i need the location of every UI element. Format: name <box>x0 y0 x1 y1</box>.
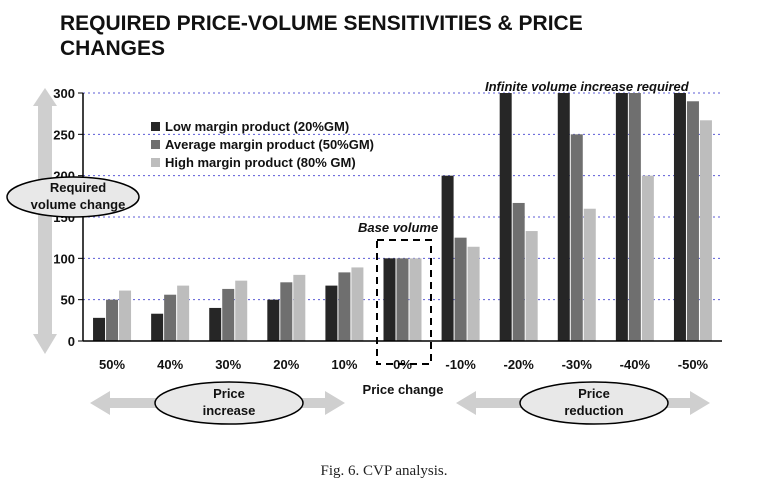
legend: Low margin product (20%GM) Average margi… <box>151 119 374 170</box>
bar-series-3-50% <box>119 290 132 341</box>
infinite-volume-annotation: Infinite volume increase required <box>485 79 690 94</box>
grid-lines <box>83 92 722 301</box>
bars <box>93 93 712 342</box>
legend-swatch-high <box>151 158 160 167</box>
x-tick-label: -50% <box>678 357 709 372</box>
x-tick-label: 40% <box>157 357 183 372</box>
bar-series-1-20% <box>267 299 280 341</box>
bar-series-2-10% <box>338 272 351 341</box>
bar-series-1--40% <box>615 93 628 341</box>
x-axis-title: Price change <box>363 382 444 397</box>
x-tick-label: -40% <box>620 357 651 372</box>
price-reduction-arrow: Price reduction <box>456 381 710 425</box>
bar-series-2--20% <box>512 202 525 341</box>
bar-series-1-0% <box>383 258 396 341</box>
required-label-line-1: Required <box>50 180 106 195</box>
legend-label-high: High margin product (80% GM) <box>165 155 356 170</box>
y-tick-label: 300 <box>53 86 75 101</box>
bar-series-3--40% <box>641 175 654 341</box>
figure-caption: Fig. 6. CVP analysis. <box>321 463 448 479</box>
x-tick-label: 30% <box>215 357 241 372</box>
bar-series-1--30% <box>557 93 570 341</box>
bar-series-1-10% <box>325 285 338 341</box>
price-increase-line-2: increase <box>203 403 256 418</box>
vertical-arrow <box>33 88 57 354</box>
bar-series-1--50% <box>673 93 686 341</box>
x-tick-label: 50% <box>99 357 125 372</box>
bar-series-3-40% <box>177 285 190 341</box>
x-axis-ticks: 50% 40% 30% 20% 10% 0% -10% -20% -30% -40% -50% <box>99 357 709 372</box>
y-tick-label: 250 <box>53 127 75 142</box>
base-volume-box <box>376 239 432 365</box>
bar-series-2--30% <box>570 134 583 341</box>
base-volume-annotation: Base volume <box>358 220 438 235</box>
x-tick-label: 10% <box>331 357 357 372</box>
bar-series-1-50% <box>93 317 106 341</box>
y-tick-label: 50 <box>61 293 75 308</box>
x-tick-label: -10% <box>445 357 476 372</box>
chart-title-line-2: CHANGES <box>60 37 165 60</box>
required-label-line-2: volume change <box>31 197 126 212</box>
bar-series-1--20% <box>499 93 512 341</box>
bar-series-2-20% <box>280 282 293 341</box>
bar-series-2--10% <box>454 237 467 341</box>
required-volume-change-bubble: Required volume change <box>6 176 140 218</box>
price-increase-arrow: Price increase <box>90 381 345 425</box>
bar-series-2-50% <box>106 299 119 341</box>
legend-label-average: Average margin product (50%GM) <box>165 137 374 152</box>
bar-series-3-30% <box>235 280 248 341</box>
price-reduction-line-1: Price <box>578 386 610 401</box>
bar-series-1-30% <box>209 307 222 341</box>
bar-series-1--10% <box>441 175 454 341</box>
legend-label-low: Low margin product (20%GM) <box>165 119 349 134</box>
price-increase-line-1: Price <box>213 386 245 401</box>
bar-series-2-0% <box>396 258 409 341</box>
bar-series-3--10% <box>467 246 480 341</box>
bar-series-2--40% <box>628 93 641 341</box>
bar-series-3-20% <box>293 274 306 341</box>
price-reduction-line-2: reduction <box>564 403 623 418</box>
legend-swatch-average <box>151 140 160 149</box>
bar-series-3--20% <box>525 231 538 341</box>
bar-series-1-40% <box>151 313 164 341</box>
x-tick-label: -20% <box>504 357 535 372</box>
bar-series-2-40% <box>164 294 177 341</box>
bar-series-2--50% <box>686 101 699 342</box>
chart-title-line-1: REQUIRED PRICE-VOLUME SENSITIVITIES & PR… <box>60 12 583 35</box>
x-tick-label: -30% <box>562 357 593 372</box>
bar-series-2-30% <box>222 288 235 341</box>
y-tick-label: 0 <box>68 334 75 349</box>
bar-series-3--30% <box>583 208 596 341</box>
bar-series-3-0% <box>409 258 422 341</box>
y-tick-label: 100 <box>53 251 75 266</box>
x-tick-label: 20% <box>273 357 299 372</box>
bar-series-3-10% <box>351 267 364 341</box>
legend-swatch-low <box>151 122 160 131</box>
bar-series-3--50% <box>699 120 712 341</box>
